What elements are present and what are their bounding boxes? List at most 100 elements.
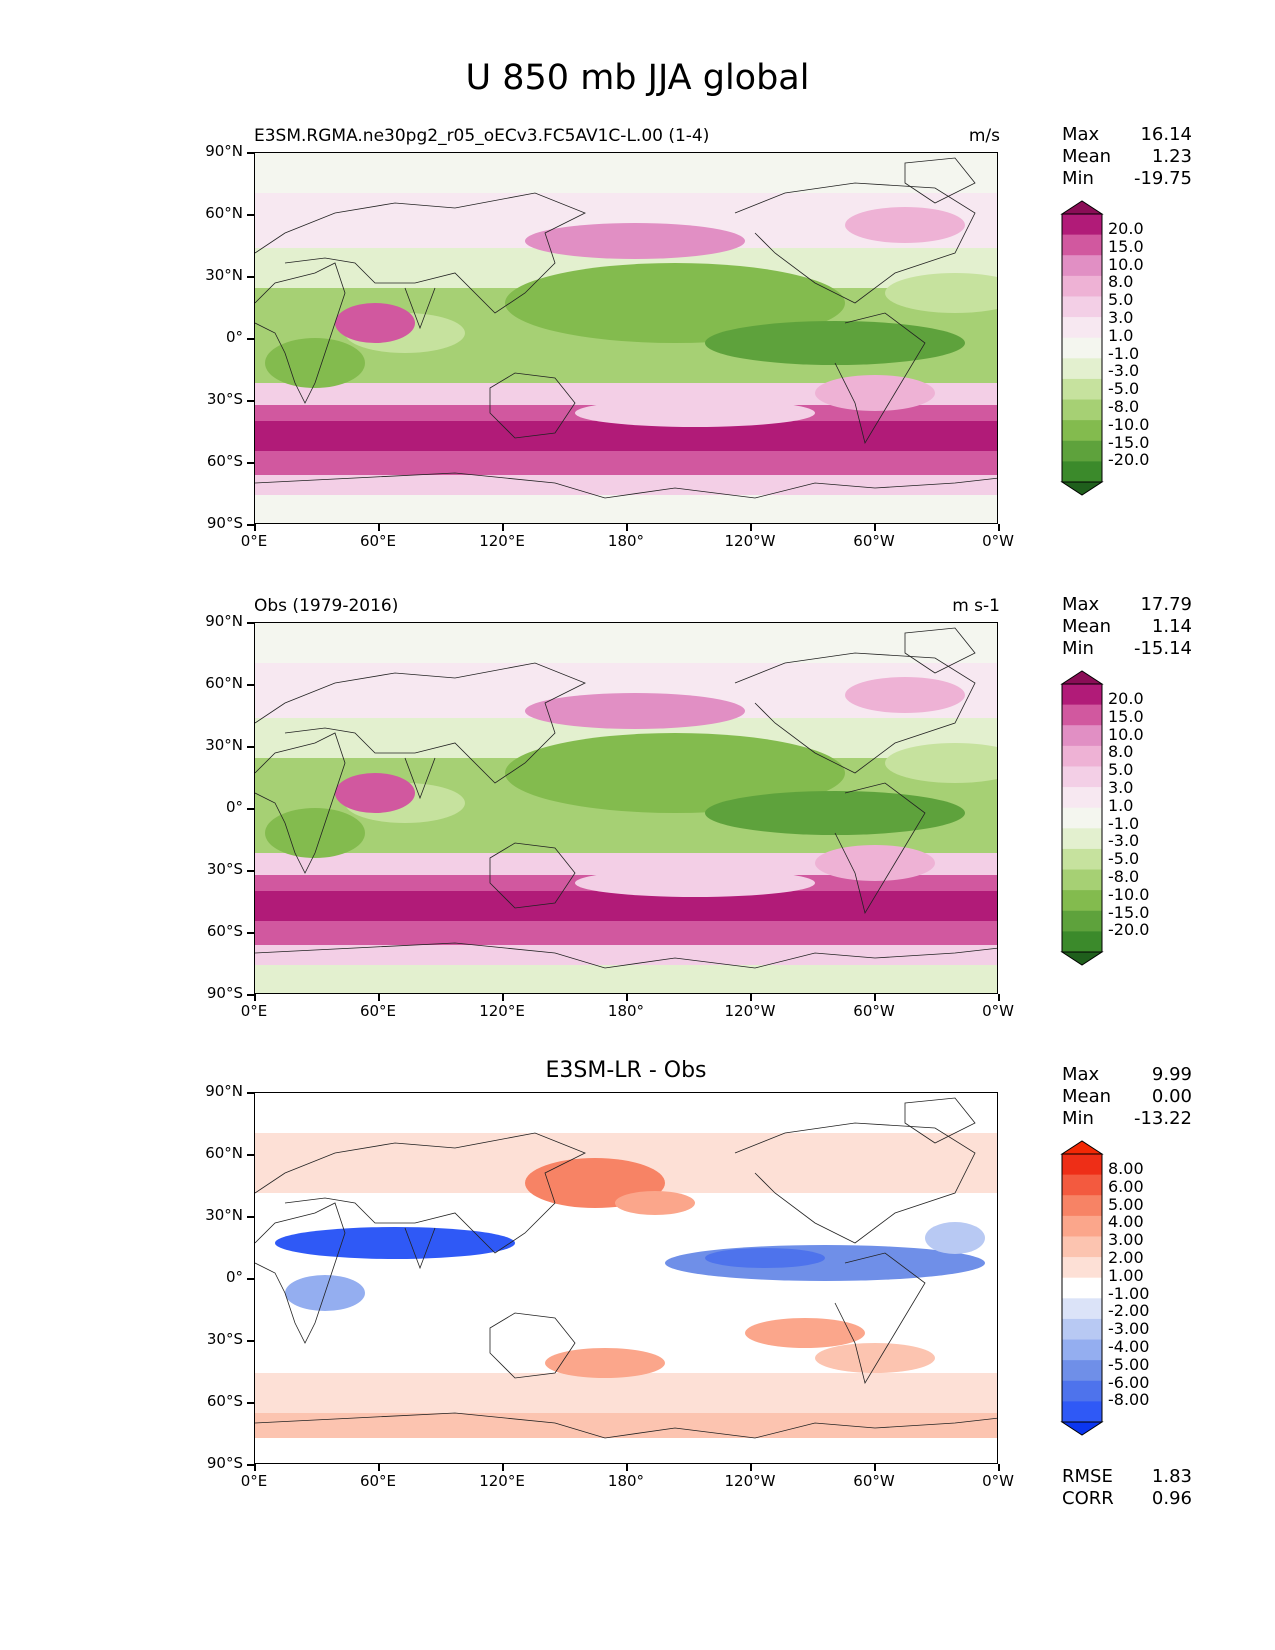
stats-box: Max 16.14 Mean 1.23 Min -19.75 bbox=[1062, 124, 1192, 190]
colorbar-label: 8.0 bbox=[1108, 742, 1134, 762]
colorbar-extend-min bbox=[1060, 481, 1104, 496]
lon-tick bbox=[254, 994, 256, 1001]
westerly-blob bbox=[815, 375, 935, 411]
monsoon-westerly bbox=[335, 303, 415, 343]
colorbar-segment bbox=[1062, 1339, 1102, 1361]
colorbar-outline bbox=[1061, 213, 1103, 483]
colorbar-segment bbox=[1062, 214, 1102, 236]
corr-label: CORR bbox=[1062, 1488, 1114, 1509]
map-frame bbox=[254, 1092, 998, 1464]
colorbar-segment bbox=[1062, 234, 1102, 256]
lon-tick-label: 120°W bbox=[724, 532, 776, 550]
diff-positive-core bbox=[745, 1318, 865, 1348]
lat-tick bbox=[247, 1340, 254, 1342]
colorbar-label: -5.00 bbox=[1108, 1354, 1150, 1374]
polar-band bbox=[255, 623, 997, 663]
min-label: Min bbox=[1062, 638, 1094, 659]
lon-tick bbox=[378, 994, 380, 1001]
greenland-coast bbox=[904, 1097, 976, 1144]
colorbar-segment bbox=[1062, 848, 1102, 871]
obs-panel: Obs (1979-2016) m s-1 Max 17.79 Mean 1.14 … bbox=[0, 594, 1275, 1080]
antarctic-band bbox=[255, 965, 997, 993]
colorbar-label: 2.00 bbox=[1108, 1247, 1144, 1267]
westerly-blob bbox=[575, 869, 815, 897]
stats-box: Max 9.99 Mean 0.00 Min -13.22 bbox=[1062, 1064, 1192, 1130]
lat-tick bbox=[247, 400, 254, 402]
colorbar bbox=[1060, 1140, 1104, 1436]
colorbar-label: 4.00 bbox=[1108, 1212, 1144, 1232]
polar-band bbox=[255, 153, 997, 193]
lon-tick bbox=[254, 524, 256, 531]
lat-tick bbox=[247, 932, 254, 934]
lat-tick bbox=[247, 338, 254, 340]
lon-tick bbox=[750, 1464, 752, 1471]
westerly-blob bbox=[815, 845, 935, 881]
colorbar-segment bbox=[1062, 910, 1102, 932]
colorbar-segment bbox=[1062, 1154, 1102, 1176]
lon-tick-label: 180° bbox=[607, 1472, 645, 1490]
lon-tick bbox=[626, 524, 628, 531]
easterly-core bbox=[885, 273, 997, 313]
lat-tick-label: 0° bbox=[225, 1268, 243, 1286]
colorbar-labels: 20.0 15.0 10.0 8.0 5.0 3.0 1.0 -1.0 -3.0… bbox=[1108, 690, 1149, 939]
lat-tick-label: 90°S bbox=[206, 514, 243, 532]
lat-tick-label: 60°S bbox=[206, 922, 243, 940]
lat-tick bbox=[247, 1216, 254, 1218]
lon-tick bbox=[874, 524, 876, 531]
lat-tick bbox=[247, 214, 254, 216]
colorbar-label: 1.0 bbox=[1108, 325, 1134, 345]
antarctica-coast bbox=[255, 942, 997, 969]
colorbar-segment bbox=[1062, 890, 1102, 912]
lon-tick-label: 60°E bbox=[359, 1472, 397, 1490]
north-america-coast bbox=[734, 182, 976, 304]
colorbar-segment bbox=[1062, 337, 1102, 359]
lat-tick-label: 30°S bbox=[206, 390, 243, 408]
colorbar-labels: 20.0 15.0 10.0 8.0 5.0 3.0 1.0 -1.0 -3.0… bbox=[1108, 220, 1149, 469]
lat-tick bbox=[247, 684, 254, 686]
easterly-core bbox=[705, 321, 965, 365]
lon-tick-label: 0°E bbox=[240, 1002, 268, 1020]
northern-jet bbox=[525, 223, 745, 259]
colorbar-extend-min bbox=[1060, 1421, 1104, 1436]
antarctica-coast bbox=[255, 1412, 997, 1439]
max-value: 16.14 bbox=[1140, 124, 1192, 145]
mean-label: Mean bbox=[1062, 616, 1112, 637]
north-america-coast bbox=[734, 1122, 976, 1244]
colorbar-segment bbox=[1062, 1360, 1102, 1382]
lon-tick-label: 0°W bbox=[982, 1002, 1014, 1020]
panel-title: E3SM.RGMA.ne30pg2_r05_oECv3.FC5AV1C-L.00… bbox=[254, 126, 710, 146]
colorbar-segment bbox=[1062, 1257, 1102, 1279]
north-america-coast bbox=[734, 652, 976, 774]
africa-coast bbox=[255, 262, 346, 404]
lon-tick-label: 60°E bbox=[359, 532, 397, 550]
colorbar-label: 15.0 bbox=[1108, 236, 1144, 256]
diff-positive-core bbox=[615, 1191, 695, 1215]
map-field bbox=[255, 623, 997, 993]
lat-tick-label: 30°N bbox=[205, 736, 243, 754]
panel-units: m s-1 bbox=[952, 596, 1000, 616]
colorbar-segment bbox=[1062, 931, 1102, 953]
westerly-blob bbox=[575, 399, 815, 427]
lat-tick-label: 60°S bbox=[206, 452, 243, 470]
easterly-core bbox=[505, 263, 845, 343]
colorbar-segment bbox=[1062, 745, 1102, 767]
lon-tick bbox=[750, 994, 752, 1001]
greenland-coast bbox=[904, 627, 976, 674]
monsoon-westerly bbox=[335, 773, 415, 813]
colorbar-segment bbox=[1062, 1195, 1102, 1217]
colorbar-segment bbox=[1062, 378, 1102, 401]
rmse-label: RMSE bbox=[1062, 1466, 1113, 1487]
lat-tick bbox=[247, 808, 254, 810]
colorbar-segment bbox=[1062, 1318, 1102, 1341]
colorbar-label: 1.00 bbox=[1108, 1265, 1144, 1285]
diff-positive-band bbox=[255, 1373, 997, 1413]
lat-tick bbox=[247, 524, 254, 526]
colorbar-label: -6.00 bbox=[1108, 1372, 1150, 1392]
easterly-core bbox=[705, 791, 965, 835]
lat-tick bbox=[247, 462, 254, 464]
easterly-core bbox=[505, 733, 845, 813]
lon-tick-label: 60°E bbox=[359, 1002, 397, 1020]
europe-asia-coast bbox=[255, 1132, 586, 1254]
lat-tick bbox=[247, 746, 254, 748]
lon-tick bbox=[626, 1464, 628, 1471]
